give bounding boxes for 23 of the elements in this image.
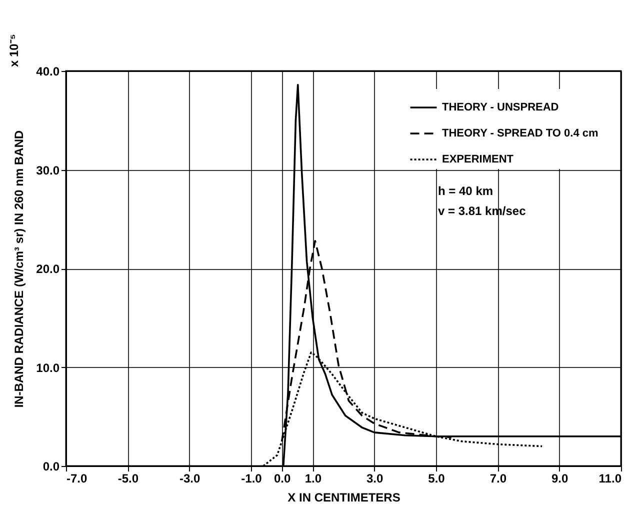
- x-tick-label: -1.0: [241, 472, 262, 486]
- y-axis-title: IN-BAND RADIANCE (W/cm³ sr) IN 260 nm BAND: [12, 130, 26, 408]
- x-tick-label: 5.0: [428, 472, 446, 486]
- x-tick-label: 11.0: [598, 472, 622, 486]
- legend-label: EXPERIMENT: [442, 154, 514, 166]
- y-tick-label: 0.0: [42, 460, 60, 474]
- text: x 10⁻⁵: [7, 34, 21, 67]
- legend-label: THEORY - UNSPREAD: [442, 102, 559, 114]
- y-tick-label: 30.0: [36, 163, 60, 178]
- x-tick-label: 0.0: [274, 472, 291, 486]
- x-tick-label: -5.0: [118, 472, 139, 486]
- x-tick-label: 3.0: [366, 472, 384, 486]
- y-tick-label: 10.0: [36, 360, 60, 375]
- x-tick-label: -3.0: [179, 472, 200, 486]
- y-tick-label: 40.0: [36, 64, 60, 78]
- x-tick-label: 1.0: [304, 472, 322, 486]
- annotation: h = 40 km: [438, 184, 494, 198]
- y-tick-label: 20.0: [36, 262, 60, 276]
- x-tick-label: 7.0: [490, 472, 507, 486]
- x-tick-label: 9.0: [551, 472, 568, 486]
- x-tick-label: -7.0: [66, 472, 88, 486]
- x-axis-title: X IN CENTIMETERS: [288, 490, 400, 504]
- legend-label: THEORY - SPREAD TO 0.4 cm: [442, 128, 598, 140]
